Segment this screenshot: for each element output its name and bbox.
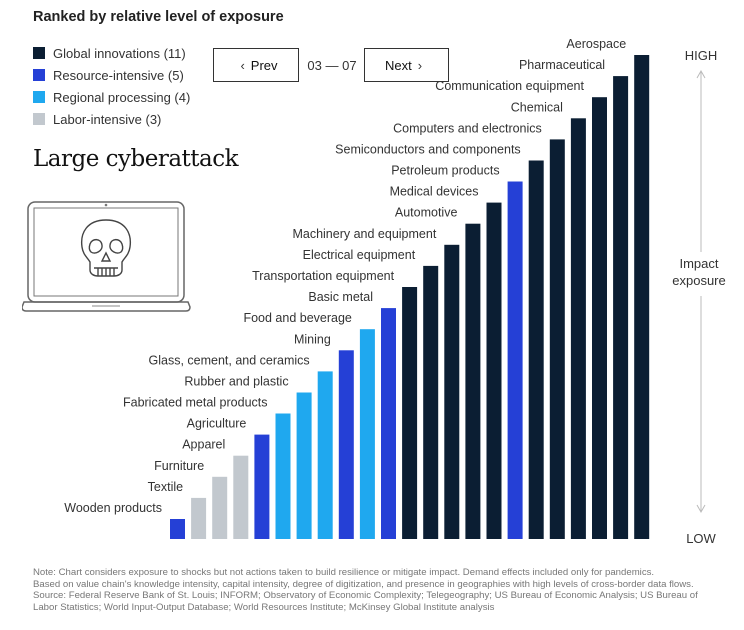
- axis-high-label: HIGH: [685, 48, 718, 63]
- legend-swatch-regional-processing: [33, 91, 45, 103]
- category-label: Agriculture: [187, 417, 247, 431]
- legend-item-regional-processing: Regional processing (4): [33, 86, 190, 108]
- legend-item-global-innovations: Global innovations (11): [33, 42, 190, 64]
- scenario-title: Large cyberattack: [33, 146, 239, 172]
- bar-chemical: [570, 118, 586, 540]
- category-label: Automotive: [395, 206, 458, 220]
- skull-laptop-icon: [22, 201, 191, 312]
- legend-swatch-resource-intensive: [33, 69, 45, 81]
- legend-label: Resource-intensive (5): [53, 67, 184, 83]
- bar-semiconductors-and-components: [528, 160, 544, 539]
- legend-label: Labor-intensive (3): [53, 111, 162, 127]
- category-label: Textile: [148, 480, 183, 494]
- bar-mining: [338, 350, 354, 539]
- category-label: Medical devices: [390, 185, 479, 199]
- bars-group: [170, 55, 650, 540]
- category-label: Food and beverage: [243, 311, 351, 325]
- category-label: Fabricated metal products: [123, 396, 268, 410]
- note-line: Labor Statistics; World Input-Output Dat…: [33, 601, 495, 613]
- prev-button[interactable]: ‹ Prev: [213, 48, 299, 82]
- next-button[interactable]: Next ›: [364, 48, 449, 82]
- bar-pharmaceutical: [613, 76, 629, 539]
- bar-electrical-equipment: [423, 265, 439, 539]
- category-label: Machinery and equipment: [292, 227, 436, 241]
- legend-label: Global innovations (11): [53, 45, 186, 61]
- legend-label: Regional processing (4): [53, 89, 191, 105]
- bar-computers-and-electronics: [549, 139, 565, 539]
- legend-swatch-labor-intensive: [33, 113, 45, 125]
- category-label: Semiconductors and components: [335, 143, 521, 157]
- chart-notes: Note: Chart considers exposure to shocks…: [33, 567, 723, 613]
- legend-item-resource-intensive: Resource-intensive (5): [33, 64, 190, 86]
- axis-title-line2: exposure: [672, 273, 725, 288]
- bar-petroleum-products: [507, 181, 523, 539]
- category-label: Petroleum products: [391, 164, 499, 178]
- bar-fabricated-metal-products: [275, 413, 291, 539]
- category-label: Mining: [294, 332, 331, 346]
- bar-rubber-and-plastic: [296, 392, 312, 539]
- bar-apparel: [233, 455, 249, 539]
- axis-arrow-up-icon: [696, 69, 706, 79]
- category-label: Electrical equipment: [303, 248, 416, 262]
- legend: Global innovations (11) Resource-intensi…: [33, 42, 190, 130]
- chevron-right-icon: ›: [417, 57, 423, 73]
- bar-food-and-beverage: [359, 329, 375, 539]
- bar-transportation-equipment: [402, 287, 418, 539]
- chevron-left-icon: ‹: [240, 57, 245, 73]
- category-label: Chemical: [511, 100, 563, 114]
- category-label: Transportation equipment: [252, 269, 395, 283]
- category-label: Furniture: [154, 459, 204, 473]
- next-button-label: Next: [384, 57, 412, 73]
- bar-machinery-and-equipment: [444, 244, 460, 540]
- category-label: Pharmaceutical: [519, 58, 605, 72]
- legend-swatch-global-innovations: [33, 47, 45, 59]
- page-counter: 03 — 07: [307, 58, 357, 73]
- note-line: Note: Chart considers exposure to shocks…: [33, 567, 655, 578]
- axis-title-line1: Impact: [679, 256, 718, 271]
- bar-textile: [191, 497, 207, 539]
- bar-communication-equipment: [592, 97, 607, 539]
- bar-agriculture: [254, 434, 270, 539]
- bar-basic-metal: [381, 308, 396, 539]
- bar-automotive: [465, 223, 481, 539]
- axis-arrow-down-icon: [696, 504, 706, 514]
- labels-group: Wooden products Textile Furniture Apparel Ag…: [64, 37, 626, 515]
- category-label: Basic metal: [308, 290, 373, 304]
- bar-glass-cement-and-ceramics: [317, 371, 333, 539]
- category-label: Communication equipment: [435, 79, 584, 93]
- chart-title: Ranked by relative level of exposure: [33, 9, 284, 25]
- category-label: Computers and electronics: [393, 121, 542, 135]
- category-label: Glass, cement, and ceramics: [149, 353, 310, 367]
- legend-item-labor-intensive: Labor-intensive (3): [33, 108, 190, 130]
- axis-low-label: LOW: [686, 531, 716, 546]
- bar-furniture: [212, 476, 228, 539]
- bar-aerospace: [634, 55, 650, 539]
- prev-button-label: Prev: [250, 57, 278, 73]
- note-line: Source: Federal Reserve Bank of St. Loui…: [33, 590, 698, 602]
- bar-wooden-products: [170, 519, 185, 539]
- bar-medical-devices: [486, 202, 502, 539]
- category-label: Aerospace: [566, 37, 626, 51]
- category-label: Apparel: [182, 438, 225, 452]
- category-label: Wooden products: [64, 501, 162, 515]
- category-label: Rubber and plastic: [184, 375, 288, 389]
- note-line: Based on value chain's knowledge intensi…: [33, 578, 694, 590]
